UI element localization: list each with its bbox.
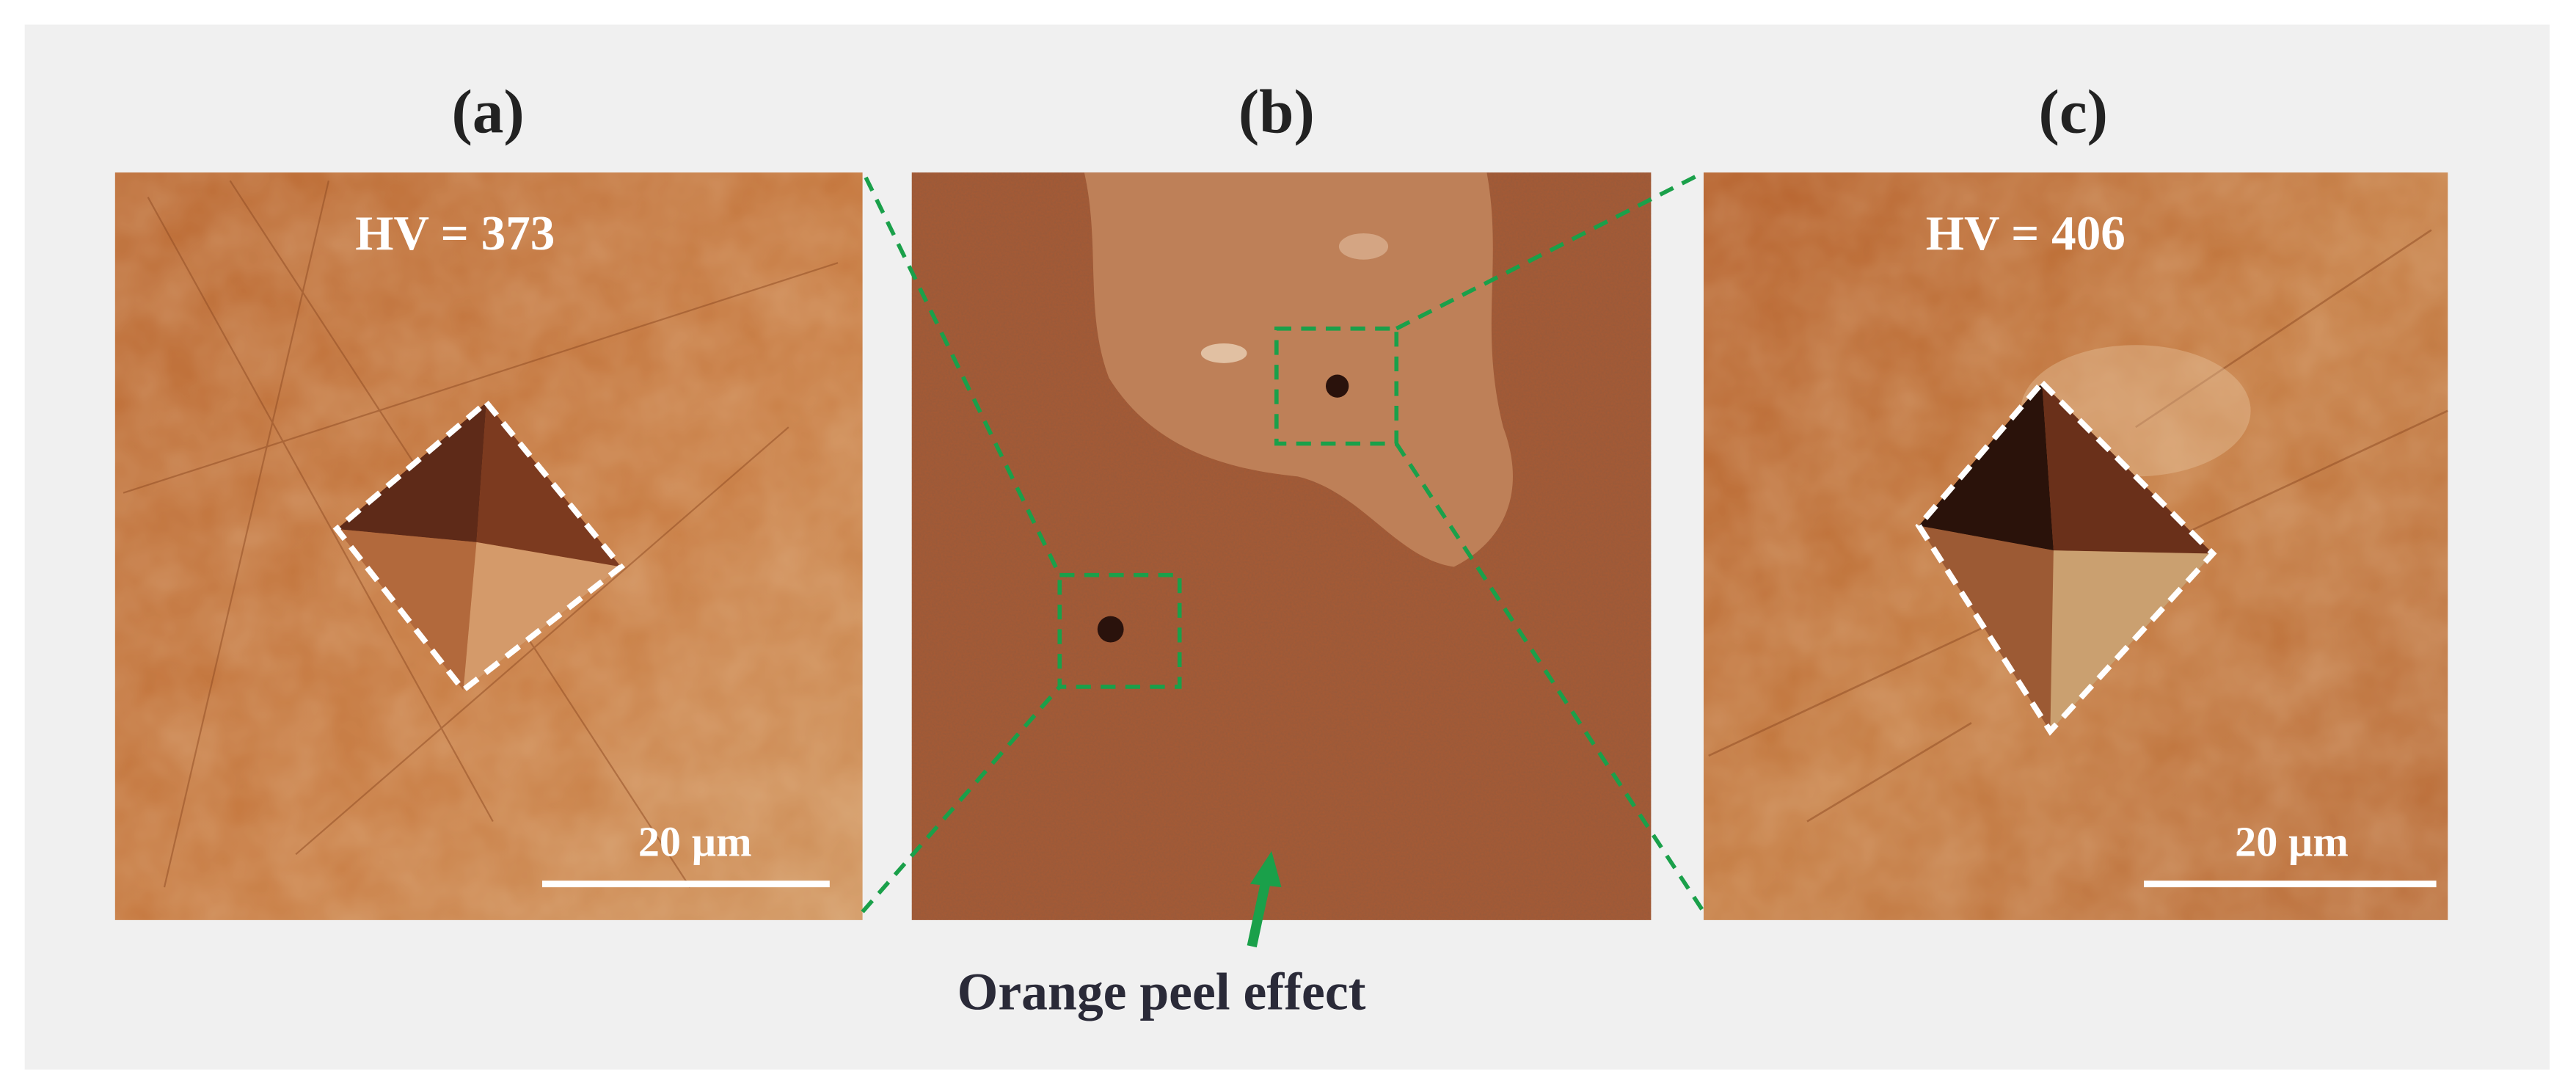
arrow-head (1250, 850, 1282, 888)
annotation: Orange peel effect (957, 963, 1366, 1021)
zoom-line (861, 170, 1706, 914)
micrograph-a (114, 172, 863, 920)
scale-bar-label: 20 µm (638, 817, 752, 865)
panel-label: (a) (451, 78, 524, 147)
micrograph-c (1703, 172, 2448, 920)
panel-label: (b) (1238, 78, 1315, 147)
hardness-label: HV = 373 (355, 205, 555, 260)
panel-label: (c) (2039, 78, 2108, 147)
hardness-label: HV = 406 (1926, 205, 2126, 260)
scale-bar-label: 20 µm (2235, 817, 2349, 865)
arrow-shaft (1247, 876, 1271, 948)
micrograph-b (911, 172, 1652, 920)
